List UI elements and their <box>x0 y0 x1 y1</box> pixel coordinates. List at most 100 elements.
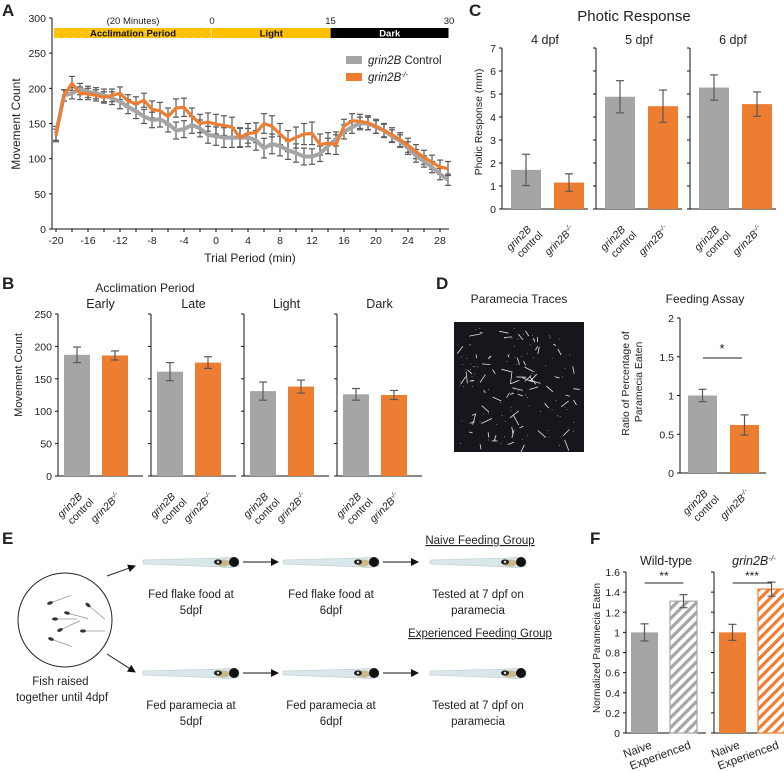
x-tick-label: -12 <box>112 235 127 247</box>
x-tick-label: -16 <box>80 235 95 247</box>
panel-label-f: F <box>590 529 600 548</box>
bar-second <box>381 395 407 476</box>
legend-label-control: grin2B Control <box>368 55 442 67</box>
bar-first <box>343 394 369 476</box>
paramecium-dot <box>564 368 566 370</box>
step-label: Fed flake food at 5dpf <box>148 589 234 617</box>
chart-title: Photic Response <box>577 8 690 25</box>
paramecium-trace <box>522 377 533 383</box>
fish-swim-bladder-highlight <box>356 560 360 564</box>
facet-title-sup: -/- <box>768 554 776 563</box>
paramecium-trace <box>512 387 523 391</box>
y-tick-label: 0.5 <box>659 429 674 441</box>
fish-swim-bladder-highlight <box>216 560 220 564</box>
paramecium-trace <box>544 403 550 409</box>
larvae-group <box>47 595 106 647</box>
larva-head <box>57 628 63 632</box>
significance-marker: * <box>719 341 724 356</box>
larva-icon <box>52 617 77 621</box>
y-tick-label: 0.6 <box>605 668 620 680</box>
paramecium-dot <box>496 423 498 425</box>
paramecium-trace <box>529 386 539 390</box>
fish-eye <box>516 557 526 567</box>
step-label-line: Fed flake food at <box>288 589 374 601</box>
paramecium-dot <box>474 373 476 375</box>
y-tick-label: 1 <box>490 181 496 193</box>
paramecium-dot <box>475 329 477 330</box>
paramecium-dot <box>511 392 513 394</box>
paramecium-trace <box>465 371 468 384</box>
paramecium-dot <box>566 409 568 410</box>
significance-marker: *** <box>745 569 759 583</box>
period-segment <box>330 28 449 38</box>
paramecium-dot <box>462 386 464 388</box>
paramecium-trace <box>510 380 520 385</box>
paramecium-trace <box>472 413 477 425</box>
paramecium-dot <box>532 339 534 341</box>
facet-title: 4 dpf <box>531 33 559 47</box>
paramecium-trace <box>509 410 519 419</box>
paramecium-dot <box>558 444 560 446</box>
paramecium-dot <box>545 365 546 367</box>
larva-head <box>48 637 54 641</box>
paramecium-dot <box>465 369 467 370</box>
y-tick-label: 100 <box>28 154 46 166</box>
paramecium-dot <box>551 357 553 359</box>
paramecium-trace <box>483 390 486 394</box>
step-label-line: 5dpf <box>180 716 203 728</box>
step-label-line: 6dpf <box>320 716 343 728</box>
paramecium-dot <box>532 378 534 380</box>
y-tick-label: 4 <box>490 112 496 124</box>
paramecium-dot <box>510 406 512 408</box>
paramecium-dot <box>479 327 481 329</box>
larva-head <box>52 617 58 621</box>
facet-title: Dark <box>366 297 393 311</box>
paramecium-dot <box>539 411 541 412</box>
paramecium-dot <box>488 389 490 391</box>
paramecium-dot <box>479 421 481 423</box>
x-tick-label: -4 <box>179 235 188 247</box>
paramecium-trace <box>481 405 490 413</box>
paramecium-trace <box>524 366 534 372</box>
group-heading: Experienced Feeding Group <box>408 628 552 640</box>
image-title: Paramecia Traces <box>471 292 568 306</box>
y-tick-label: 0.4 <box>605 688 620 700</box>
y-tick-label: 50 <box>40 439 52 451</box>
paramecium-trace <box>512 414 520 426</box>
paramecium-dot <box>528 405 530 407</box>
paramecium-trace <box>525 330 530 337</box>
period-segment-label: Light <box>260 29 284 40</box>
legend: grin2B Control grin2B-/- <box>346 55 442 84</box>
paramecium-dot <box>476 366 478 368</box>
paramecium-trace <box>498 330 509 334</box>
larva-head <box>64 611 70 615</box>
panel-a-line-chart: Acclimation Period Light Dark (20 Minutes) 0… <box>9 13 454 265</box>
x-tick-label: 12 <box>306 235 318 247</box>
x-tick-label: 4 <box>245 235 251 247</box>
period-top-label: (20 Minutes) <box>107 16 160 27</box>
larva-icon <box>47 595 71 605</box>
step-label-line: paramecia <box>451 716 505 728</box>
paramecium-trace <box>529 373 538 382</box>
paramecium-trace <box>479 374 486 383</box>
period-bar: Acclimation Period Light Dark (20 Minutes) 0… <box>54 16 454 40</box>
zebrafish-larva-icon <box>282 557 380 569</box>
paramecium-trace <box>537 430 547 438</box>
paramecium-dot <box>513 327 515 329</box>
category-label: grin2Bcontrol <box>692 221 733 262</box>
group-heading: Naive Feeding Group <box>425 535 534 547</box>
paramecium-dot <box>557 415 558 417</box>
larva-icon <box>48 637 72 647</box>
step-label-line: Fed flake food at <box>148 589 234 601</box>
fish-eye <box>369 557 379 567</box>
larva-tail <box>66 612 89 620</box>
zebrafish-larva-icon <box>142 557 240 569</box>
y-axis-label: Normalized Paramecia Eaten <box>592 583 603 713</box>
paramecium-dot <box>564 406 566 408</box>
facet: 0 50 100 150 200 250 Early grin2Bcontrolgrin2B-… <box>34 297 143 527</box>
category-label-sup: -/- <box>296 490 306 500</box>
paramecium-dot <box>504 436 506 438</box>
